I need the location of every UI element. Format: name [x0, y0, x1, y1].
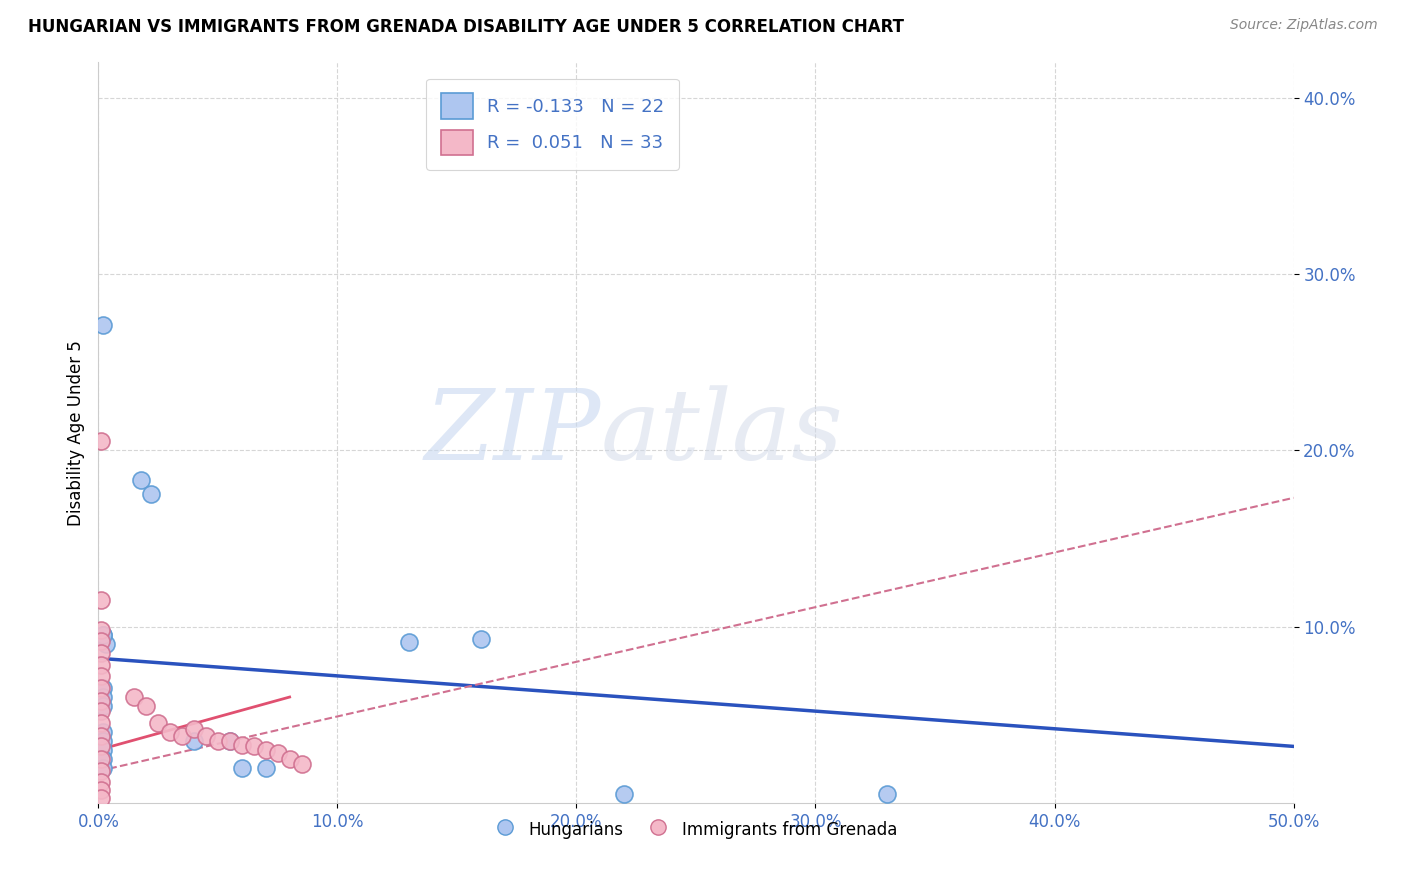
Point [243, 739, 266, 754]
Point [470, 632, 492, 646]
Point [159, 725, 181, 739]
Point [90, 774, 112, 789]
Point [231, 738, 253, 752]
Point [91, 734, 114, 748]
Point [183, 722, 205, 736]
Point [267, 747, 290, 761]
Point [91, 318, 114, 332]
Point [148, 716, 170, 731]
Point [90, 752, 112, 766]
Point [90, 716, 112, 731]
Point [90, 790, 112, 805]
Point [91, 760, 114, 774]
Point [90, 739, 112, 754]
Text: HUNGARIAN VS IMMIGRANTS FROM GRENADA DISABILITY AGE UNDER 5 CORRELATION CHART: HUNGARIAN VS IMMIGRANTS FROM GRENADA DIS… [28, 18, 904, 36]
Point [195, 729, 218, 743]
Point [207, 734, 229, 748]
Point [90, 783, 112, 797]
Point [94, 637, 117, 651]
Point [91, 681, 114, 696]
Point [91, 752, 114, 766]
Point [91, 743, 114, 757]
Point [254, 743, 277, 757]
Point [291, 757, 314, 772]
Point [90, 693, 112, 707]
Point [91, 725, 114, 739]
Text: Source: ZipAtlas.com: Source: ZipAtlas.com [1230, 18, 1378, 32]
Point [613, 787, 636, 801]
Point [172, 729, 194, 743]
Point [90, 646, 112, 660]
Point [219, 734, 242, 748]
Y-axis label: Disability Age Under 5: Disability Age Under 5 [66, 340, 84, 525]
Point [90, 623, 112, 637]
Point [90, 681, 112, 696]
Point [91, 628, 114, 642]
Legend: Hungarians, Immigrants from Grenada: Hungarians, Immigrants from Grenada [488, 813, 904, 847]
Point [91, 690, 114, 704]
Point [90, 704, 112, 718]
Point [90, 764, 112, 778]
Point [90, 729, 112, 743]
Point [91, 628, 114, 642]
Point [131, 473, 153, 487]
Point [135, 698, 157, 713]
Point [90, 669, 112, 683]
Point [183, 734, 205, 748]
Point [876, 787, 898, 801]
Point [90, 434, 112, 449]
Point [231, 760, 253, 774]
Point [278, 752, 301, 766]
Text: ZIP: ZIP [425, 385, 600, 480]
Point [254, 760, 277, 774]
Point [90, 593, 112, 607]
Point [139, 487, 162, 501]
Point [90, 633, 112, 648]
Text: atlas: atlas [600, 385, 844, 480]
Point [90, 658, 112, 673]
Point [219, 734, 242, 748]
Point [398, 635, 420, 649]
Point [91, 698, 114, 713]
Point [124, 690, 146, 704]
